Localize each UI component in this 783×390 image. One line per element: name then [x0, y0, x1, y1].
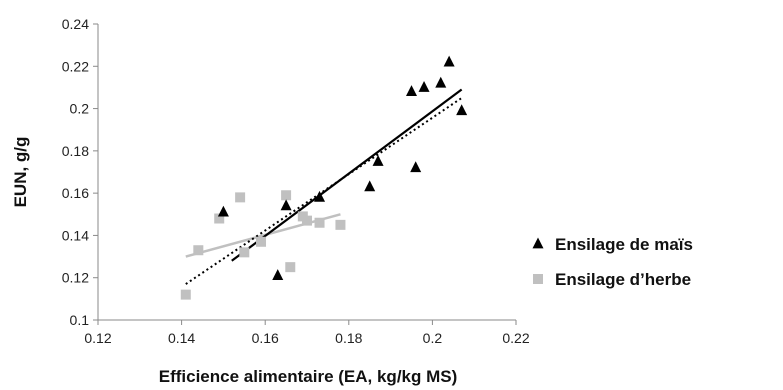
x-tick-label: 0.12: [84, 330, 111, 346]
data-point-mais: [280, 199, 292, 211]
data-points: [180, 55, 468, 300]
data-point-herbe: [285, 262, 296, 273]
y-tick-label: 0.16: [62, 185, 89, 201]
x-tick-label: 0.16: [252, 330, 279, 346]
data-point-mais: [314, 190, 326, 202]
data-point-mais: [443, 55, 455, 67]
trendline-mais: [231, 88, 463, 262]
data-point-mais: [418, 80, 430, 92]
x-tick-label: 0.22: [502, 330, 529, 346]
trendlines: [185, 88, 463, 285]
data-point-mais: [372, 154, 384, 166]
legend-label-herbe: Ensilage d’herbe: [555, 270, 691, 289]
x-tick-label: 0.14: [168, 330, 195, 346]
data-point-mais: [456, 104, 468, 116]
data-point-herbe: [180, 289, 191, 300]
y-tick-label: 0.1: [70, 312, 90, 328]
x-tick-label: 0.18: [335, 330, 362, 346]
y-tick-label: 0.2: [70, 101, 90, 117]
data-point-mais: [364, 180, 376, 192]
data-point-mais: [435, 76, 447, 88]
data-point-mais: [406, 85, 417, 97]
data-point-mais: [217, 205, 229, 217]
y-tick-label: 0.12: [62, 270, 89, 286]
axes: 0.1 0.12 0.14 0.16 0.18 0.2 0.22 0.24 0.12 0.14 0.…: [62, 16, 530, 346]
y-axis-title: EUN, g/g: [11, 137, 30, 208]
data-point-herbe: [335, 219, 346, 230]
data-point-mais: [272, 269, 284, 280]
data-point-herbe: [214, 213, 225, 224]
legend-marker-herbe: [533, 274, 543, 284]
x-axis-title: Efficience alimentaire (EA, kg/kg MS): [159, 367, 458, 386]
y-tick-label: 0.24: [62, 16, 89, 32]
data-point-herbe: [302, 215, 312, 226]
data-point-herbe: [239, 247, 250, 258]
data-point-herbe: [281, 190, 292, 201]
legend-marker-mais: [532, 237, 544, 249]
data-point-herbe: [314, 217, 325, 228]
x-tick-label: 0.2: [423, 330, 443, 346]
data-point-herbe: [235, 192, 246, 203]
data-point-herbe: [193, 245, 204, 256]
data-point-herbe: [256, 236, 267, 247]
legend: Ensilage de maïs Ensilage d’herbe: [532, 235, 693, 289]
y-tick-label: 0.14: [62, 227, 89, 243]
data-point-mais: [410, 161, 422, 173]
y-tick-label: 0.18: [62, 143, 89, 159]
legend-label-mais: Ensilage de maïs: [555, 235, 693, 254]
y-tick-label: 0.22: [62, 58, 89, 74]
trendline-global-dotted: [185, 97, 463, 285]
